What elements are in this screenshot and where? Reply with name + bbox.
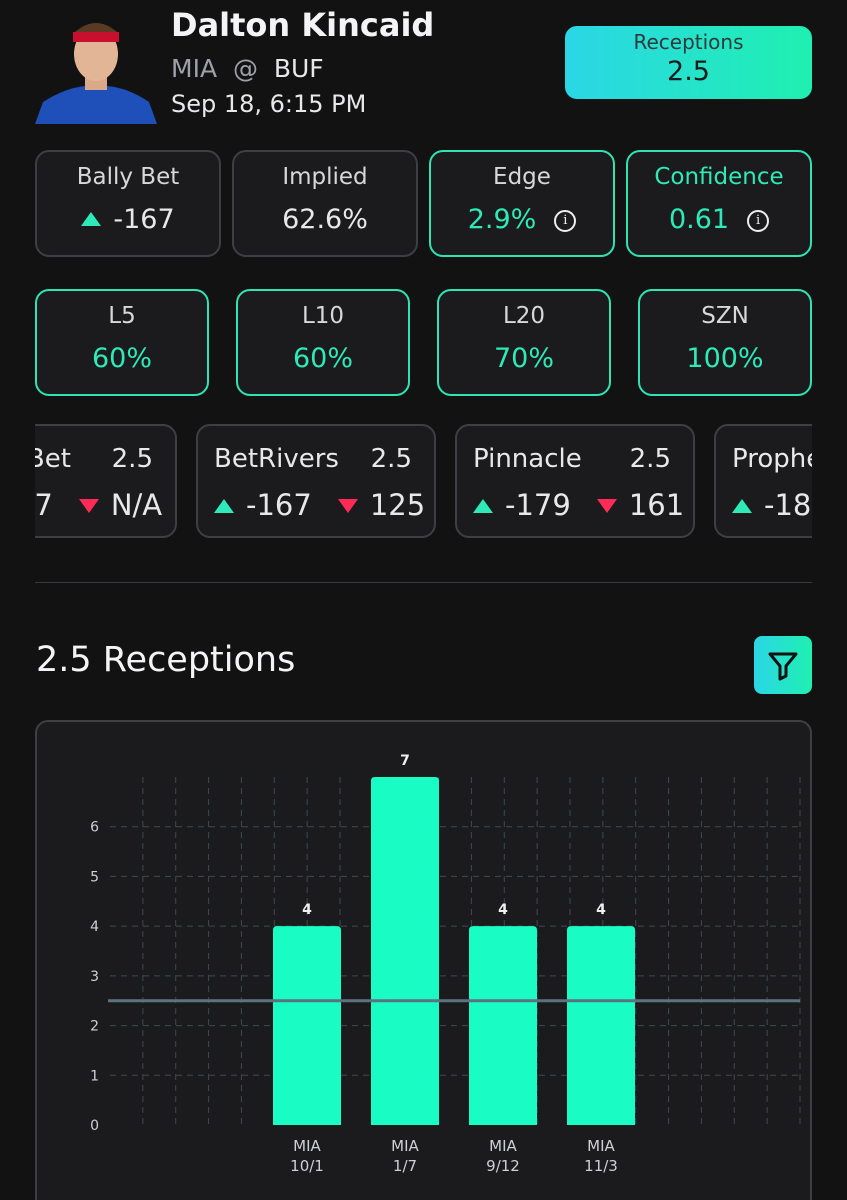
y-tick-label: 6 [90,820,99,836]
prop-badge[interactable]: Receptions 2.5 [565,26,812,99]
hit-rate-label: SZN [701,303,749,329]
book-odds: -179 161 [473,488,684,522]
x-tick-opponent: MIA [293,1137,321,1155]
y-tick-label: 1 [90,1068,99,1084]
badge-label: Receptions [633,30,744,54]
book-name: Pinnacle [473,444,582,474]
y-tick-label: 0 [90,1118,99,1134]
stat-card: Confidence 0.61 i [626,150,812,257]
filter-button[interactable] [754,636,812,694]
up-arrow [473,499,493,513]
book-line: 2.5 [629,444,671,474]
up-arrow [732,499,752,513]
book-card[interactable]: BetRivers 2.5 -167 125 [196,424,436,538]
stat-label: Edge [493,164,551,190]
player-name: Dalton Kincaid [171,6,435,44]
hit-rate-card: SZN 100% [638,289,812,396]
bar [469,926,537,1125]
value-label: 4 [302,902,312,918]
up-arrow [214,499,234,513]
stat-value-wrap: 2.9% i [431,204,613,235]
badge-value: 2.5 [667,56,710,87]
stat-value: -167 [113,204,175,235]
over-odds: -167 [35,488,53,522]
hit-rate-label: L20 [502,303,546,329]
down-arrow [78,499,99,513]
divider [35,582,812,583]
stat-card: Edge 2.9% i [429,150,615,257]
over-odds: -179 [505,488,571,522]
stat-label: Confidence [654,164,784,190]
at-sign: @ [232,54,258,83]
book-line: 2.5 [111,444,153,474]
under-odds: N/A [110,488,163,522]
book-line: 2.5 [370,444,412,474]
value-label: 4 [596,902,606,918]
stat-value-wrap: 0.61 i [628,204,810,235]
x-tick-label: 10/1 [290,1157,324,1175]
bar [567,926,635,1125]
y-tick-label: 3 [90,969,99,985]
stat-value-wrap: -167 [37,204,219,235]
hit-rate-card: L20 70% [437,289,611,396]
down-arrow [337,499,358,513]
stat-value: 0.61 [668,204,730,235]
hit-rate-value: 100% [686,343,764,374]
hit-rate-card: L10 60% [236,289,410,396]
up-arrow [81,212,102,226]
hit-rate-value: 60% [292,343,353,374]
away-team: MIA [171,54,218,83]
hit-rate-value: 70% [493,343,554,374]
book-name: Prophet [732,444,812,474]
stat-value: 2.9% [467,204,537,235]
value-label: 4 [498,902,508,918]
hit-rate-value: 60% [91,343,152,374]
over-odds: -167 [246,488,312,522]
books-scroller[interactable]: Bally Bet 2.5 -167 N/A BetRivers 2.5 -167… [35,424,812,540]
over-odds: -180 [764,488,812,522]
book-card[interactable]: Pinnacle 2.5 -179 161 [455,424,695,538]
y-tick-label: 4 [90,919,99,935]
book-odds: -180 [732,488,812,522]
book-name: Bally Bet [35,444,71,474]
info-icon[interactable]: i [747,210,770,232]
book-card[interactable]: Bally Bet 2.5 -167 N/A [35,424,177,538]
book-odds: -167 125 [214,488,425,522]
under-odds: 125 [369,488,426,522]
x-tick-label: 11/3 [584,1157,618,1175]
game-time: Sep 18, 6:15 PM [171,90,367,118]
book-odds: -167 N/A [35,488,162,522]
hit-rate-card: L5 60% [35,289,209,396]
book-name: BetRivers [214,444,339,474]
x-tick-opponent: MIA [489,1137,517,1155]
y-tick-label: 2 [90,1019,99,1035]
x-tick-label: 9/12 [486,1157,520,1175]
bar [273,926,341,1125]
hit-rate-label: L10 [301,303,345,329]
x-tick-opponent: MIA [587,1137,615,1155]
stat-value: 62.6% [282,204,368,235]
matchup: MIA @ BUF [171,54,324,83]
stat-label: Implied [282,164,368,190]
section-title: 2.5 Receptions [36,640,296,680]
info-icon[interactable]: i [554,210,577,232]
bar [371,777,439,1125]
stat-value-wrap: 62.6% [234,204,416,235]
stat-card: Implied 62.6% [232,150,418,257]
player-photo [35,10,157,124]
home-team: BUF [273,54,324,83]
hit-rate-label: L5 [108,303,136,329]
down-arrow [596,499,617,513]
value-label: 7 [400,753,410,769]
y-tick-label: 5 [90,869,99,885]
x-tick-label: 1/7 [393,1157,417,1175]
stat-card: Bally Bet -167 [35,150,221,257]
under-odds: 161 [628,488,685,522]
chart: 0 1 2 3 4 5 6 4 MIA 10/1 7 MIA 1/7 4 MIA 9/12 4 MIA 11/3 [35,720,812,1200]
stat-label: Bally Bet [76,164,180,190]
x-tick-opponent: MIA [391,1137,419,1155]
book-card[interactable]: Prophet 2.5 -180 [714,424,812,538]
